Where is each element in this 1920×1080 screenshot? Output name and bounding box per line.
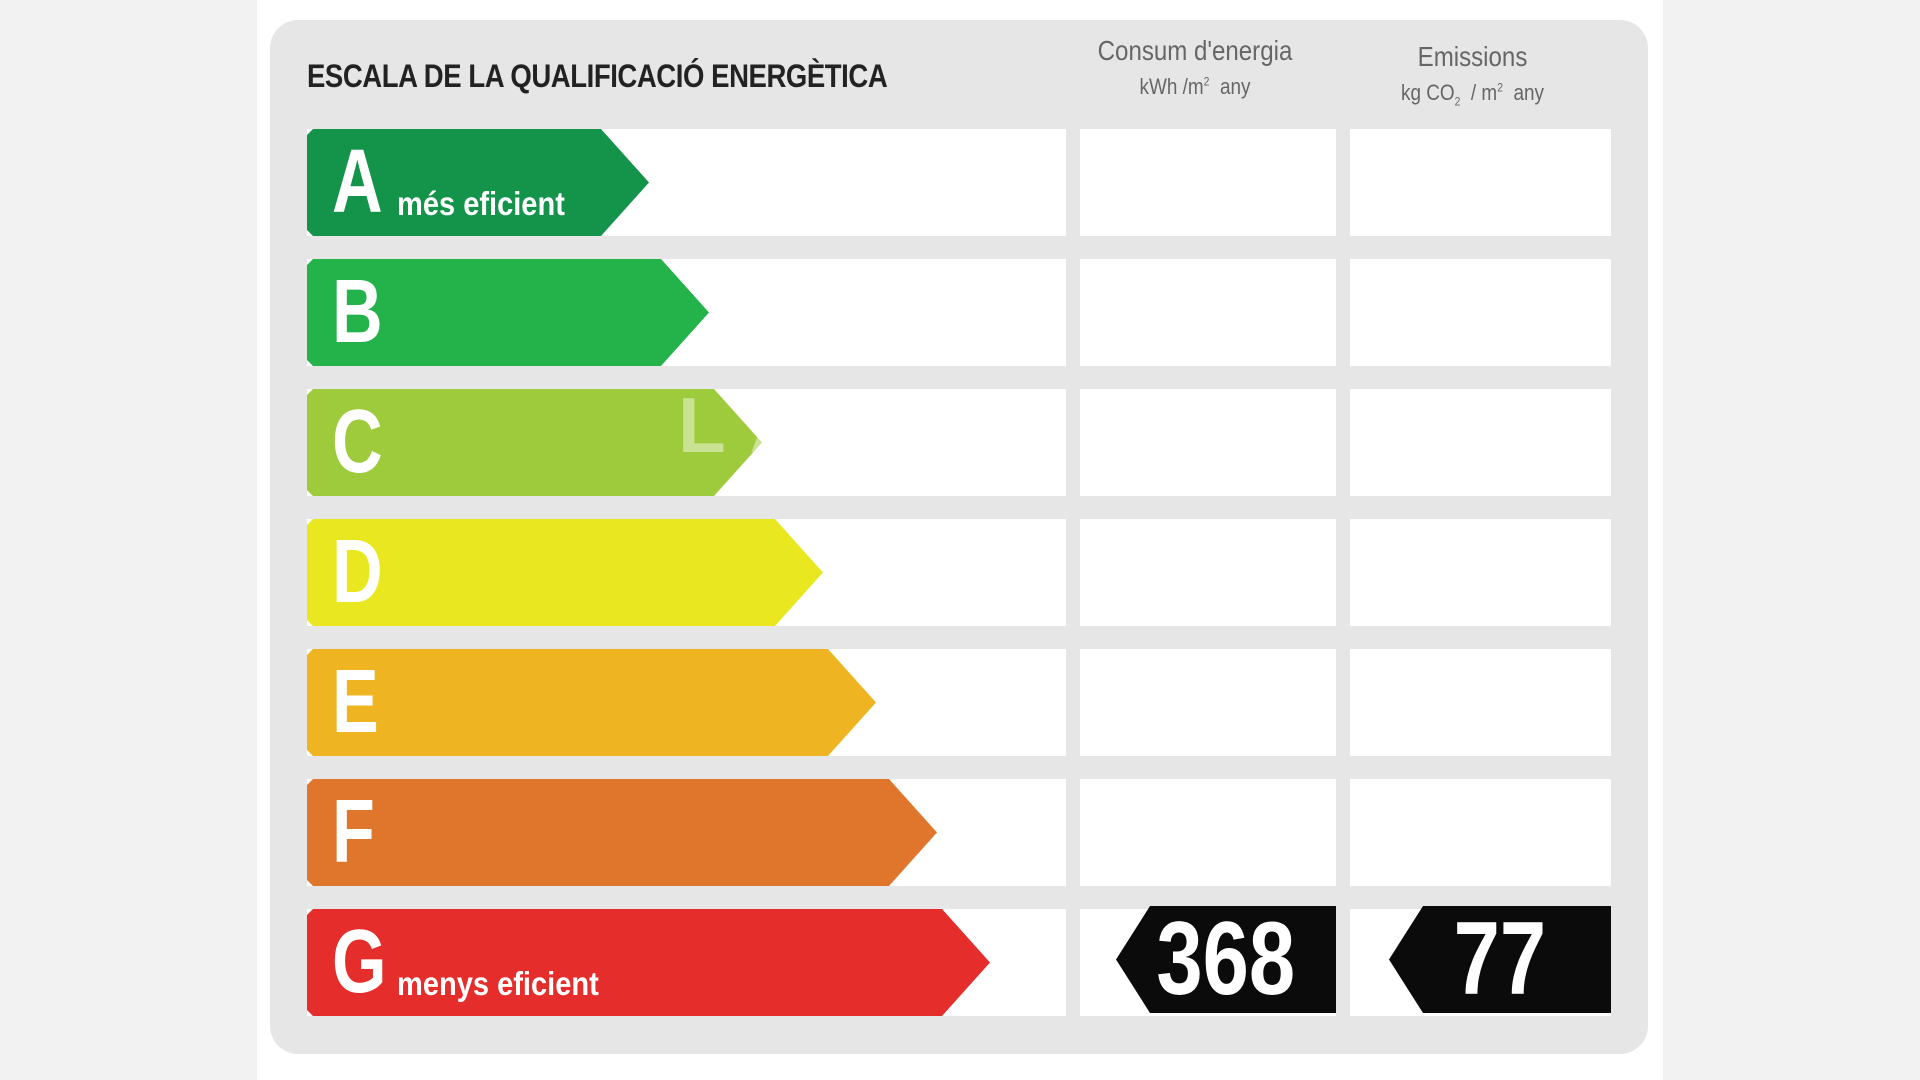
rating-arrow-d: D	[307, 519, 823, 626]
energy-consumption-header: Consum d'energia kWh /m2 any	[1096, 34, 1294, 100]
energy-value: 368	[1156, 901, 1296, 1017]
emissions-label: Emissions	[1417, 41, 1528, 72]
emissions-cell-f	[1350, 779, 1611, 886]
rating-letter: A	[332, 132, 383, 232]
rating-letter: F	[332, 782, 375, 882]
emissions-cell-b	[1350, 259, 1611, 366]
energy-cell-c	[1080, 389, 1336, 496]
label-title: ESCALA DE LA QUALIFICACIÓ ENERGÈTICA	[307, 58, 888, 94]
energy-cell-d	[1080, 519, 1336, 626]
watermark-text: LA	[678, 381, 830, 469]
rating-sublabel: més eficient	[397, 185, 565, 222]
rating-arrow-b: B	[307, 259, 709, 366]
energy-cell-a	[1080, 129, 1336, 236]
rating-row-c: C	[307, 389, 1066, 496]
emissions-cell-a	[1350, 129, 1611, 236]
energy-consumption-label: Consum d'energia	[1097, 35, 1293, 66]
rating-row-e: E	[307, 649, 1066, 756]
rating-row-b: B	[307, 259, 1066, 366]
energy-cell-b	[1080, 259, 1336, 366]
emissions-cell-c	[1350, 389, 1611, 496]
emissions-units: kg CO2 / m2 any	[1401, 79, 1544, 108]
emissions-value: 77	[1453, 901, 1547, 1017]
rating-letter: D	[332, 522, 383, 622]
rating-arrow-c: C	[307, 389, 762, 496]
energy-consumption-units: kWh /m2 any	[1139, 73, 1251, 99]
emissions-header: Emissions kg CO2 / m2 any	[1367, 40, 1578, 108]
emissions-cell-e	[1350, 649, 1611, 756]
energy-value-tag: 368	[1116, 906, 1336, 1013]
rating-letter: E	[332, 652, 379, 752]
energy-cell-f	[1080, 779, 1336, 886]
rating-arrow-e: E	[307, 649, 876, 756]
rating-arrow-f: F	[307, 779, 937, 886]
energy-cell-e	[1080, 649, 1336, 756]
rating-row-d: D	[307, 519, 1066, 626]
rating-letter: G	[332, 912, 387, 1012]
emissions-value-tag: 77	[1389, 906, 1611, 1013]
rating-letter: B	[332, 262, 383, 362]
rating-letter: C	[332, 392, 383, 492]
rating-sublabel: menys eficient	[397, 965, 599, 1002]
rating-row-f: F	[307, 779, 1066, 886]
emissions-cell-d	[1350, 519, 1611, 626]
